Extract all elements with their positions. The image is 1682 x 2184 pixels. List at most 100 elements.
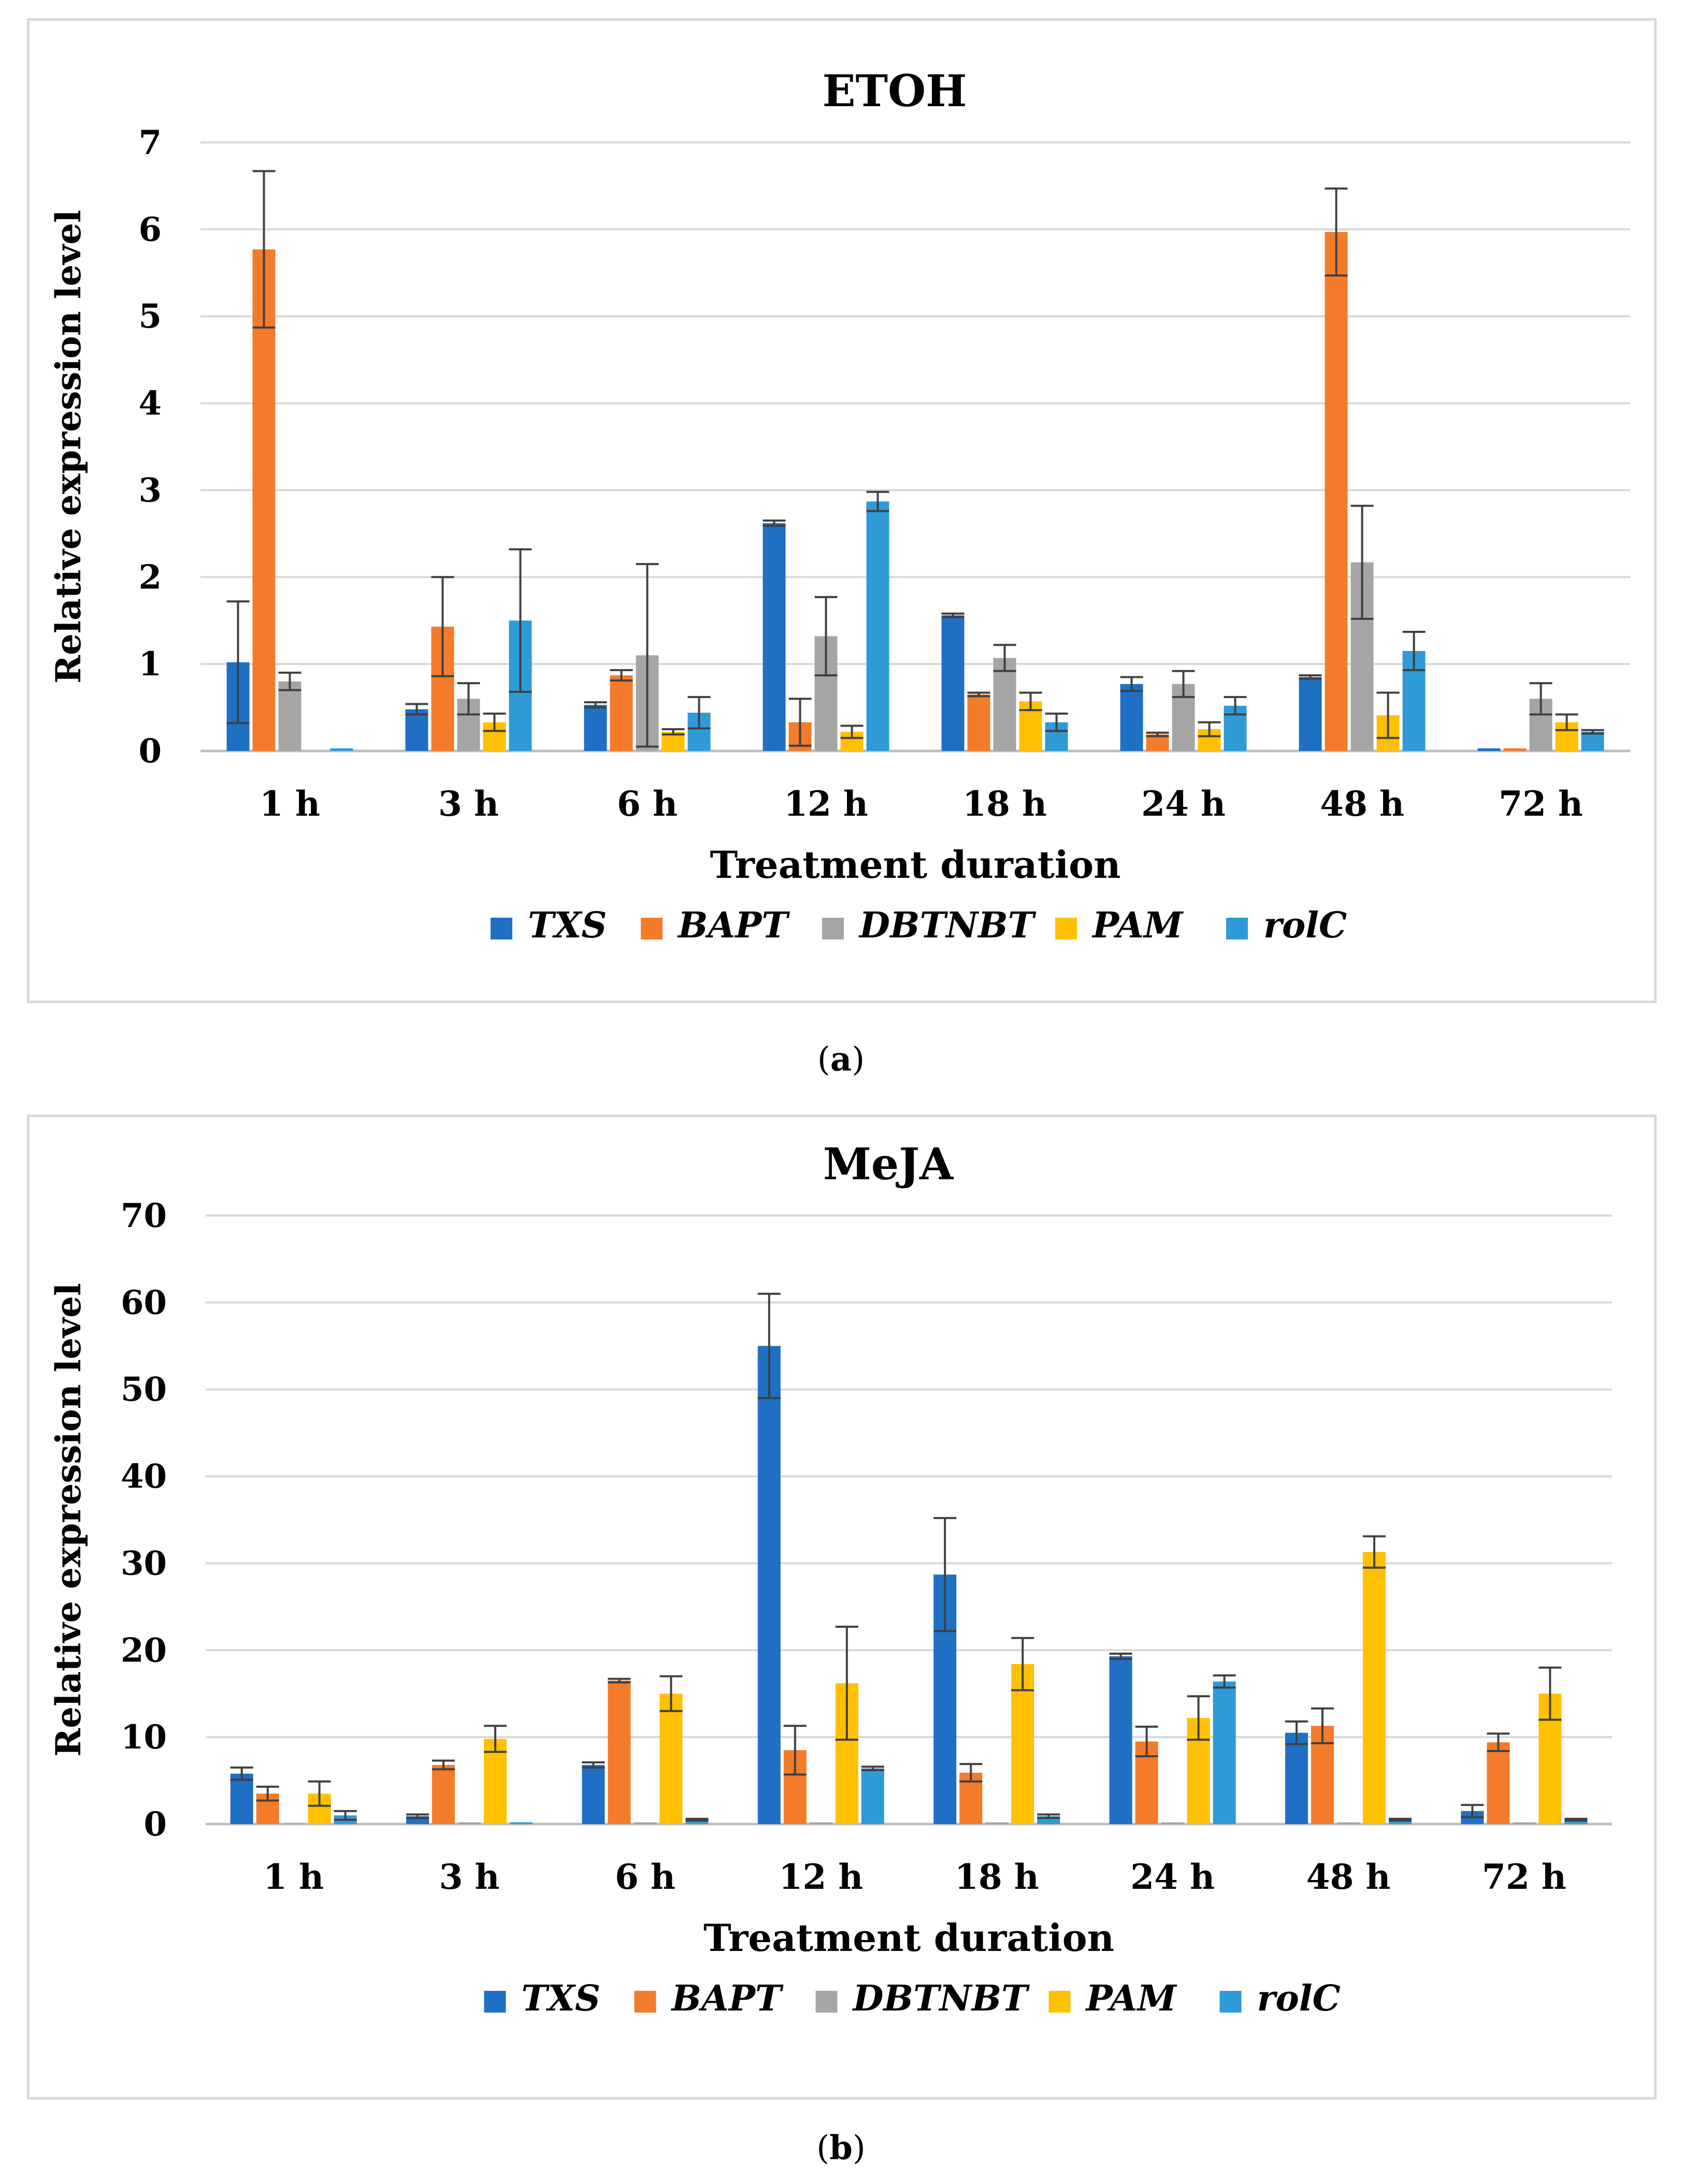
etoh-error-bar-dbtnbt (278, 671, 301, 691)
meja-error-bar-bapt (256, 1785, 279, 1802)
legend-label: BAPT (671, 1978, 784, 2019)
etoh-y-tick-label: 6 (138, 210, 162, 249)
etoh-legend-item-dbtnbt: DBTNBT (822, 905, 1037, 946)
meja-bar-rolc (861, 1768, 884, 1824)
etoh-error-bar-rolc (509, 548, 532, 693)
meja-bar-dbtnbt (1161, 1822, 1184, 1824)
meja-error-bar-rolc (334, 1810, 357, 1821)
meja-y-tick-label: 20 (121, 1631, 167, 1670)
etoh-bar-bapt (252, 249, 276, 751)
etoh-error-bar-pam (1019, 691, 1042, 712)
panel-label-b: b (829, 2129, 853, 2167)
meja-bar-txs (582, 1764, 605, 1824)
etoh-x-tick-label: 12 h (784, 784, 868, 824)
meja-error-bar-bapt (1135, 1726, 1158, 1758)
etoh-x-tick-label: 3 h (438, 784, 499, 824)
meja-error-bar-rolc (1564, 1817, 1588, 1822)
etoh-bar-dbtnbt (278, 681, 301, 751)
etoh-error-bar-rolc (1224, 696, 1247, 716)
meja-legend-item-dbtnbt: DBTNBT (815, 1978, 1030, 2019)
meja-y-tick-label: 0 (143, 1805, 167, 1844)
etoh-error-bar-bapt (1146, 731, 1169, 737)
chart-panel-etoh: ETOH 0 1 2 3 4 5 6 7 Relative expression level 1 h… (27, 18, 1657, 1003)
legend-label: rolC (1263, 905, 1347, 946)
meja-error-bar-pam (1011, 1637, 1034, 1691)
meja-error-bar-pam (308, 1780, 331, 1807)
etoh-error-bar-rolc (1581, 729, 1604, 735)
meja-x-axis-title: Treatment duration (703, 1916, 1114, 1960)
meja-legend-item-txs: TXS (484, 1978, 600, 2019)
meja-error-bar-pam (835, 1625, 858, 1741)
etoh-x-tick-label: 24 h (1141, 784, 1226, 824)
meja-x-tick-label: 24 h (1130, 1857, 1215, 1897)
etoh-error-bar-pam (840, 725, 864, 739)
etoh-error-bar-bapt (610, 669, 633, 682)
meja-y-tick-label: 30 (121, 1544, 167, 1583)
meja-x-tick-label: 12 h (779, 1857, 863, 1897)
meja-y-tick-label: 10 (121, 1718, 167, 1757)
meja-x-tick-label: 6 h (615, 1857, 675, 1897)
meja-x-tick-label: 1 h (263, 1857, 324, 1897)
etoh-error-bar-rolc (866, 490, 889, 512)
legend-label: DBTNBT (852, 1978, 1030, 2019)
meja-error-bar-txs (582, 1761, 605, 1769)
meja-y-tick-label: 70 (121, 1196, 167, 1235)
meja-error-bar-rolc (1213, 1674, 1236, 1689)
legend-label: BAPT (677, 905, 790, 946)
meja-bar-dbtnbt (1513, 1822, 1536, 1824)
etoh-x-tick-label: 48 h (1320, 784, 1404, 824)
etoh-error-bar-txs (226, 600, 250, 725)
meja-error-bar-pam (484, 1725, 507, 1753)
meja-bar-dbtnbt (282, 1823, 305, 1824)
meja-error-bar-rolc (1037, 1813, 1060, 1819)
meja-bar-rolc (1388, 1819, 1412, 1824)
panel-label-a: a (830, 1040, 852, 1079)
legend-swatch (491, 918, 512, 939)
legend-swatch (822, 918, 844, 939)
meja-x-tick-label: 18 h (955, 1857, 1039, 1897)
meja-bar-txs (230, 1773, 253, 1824)
meja-bar-rolc (1213, 1681, 1236, 1824)
etoh-error-bar-txs (1120, 676, 1143, 692)
etoh-error-bar-dbtnbt (636, 563, 659, 748)
etoh-error-bar-rolc (1402, 631, 1426, 671)
etoh-error-bar-bapt (788, 698, 812, 747)
etoh-bar-rolc (866, 501, 889, 751)
meja-error-bar-bapt (1311, 1707, 1334, 1744)
etoh-legend-item-bapt: BAPT (641, 905, 790, 946)
etoh-error-bar-txs (405, 703, 428, 716)
etoh-error-bar-dbtnbt (814, 596, 838, 676)
etoh-error-bar-txs (941, 612, 965, 618)
meja-error-bar-bapt (1487, 1732, 1510, 1752)
etoh-error-bar-pam (1376, 691, 1400, 739)
meja-error-bar-txs (1109, 1653, 1132, 1660)
meja-error-bar-txs (406, 1813, 429, 1819)
etoh-y-tick-label: 3 (138, 471, 162, 510)
etoh-bar-rolc (1581, 732, 1604, 751)
meja-bar-dbtnbt (458, 1822, 481, 1824)
legend-swatch (484, 1991, 506, 2013)
meja-error-bar-txs (1461, 1804, 1484, 1818)
etoh-error-bar-txs (1299, 674, 1322, 680)
etoh-bar-txs (763, 523, 786, 751)
meja-bar-pam (484, 1739, 507, 1824)
meja-error-bar-pam (1539, 1666, 1562, 1721)
etoh-x-tick-label: 72 h (1499, 784, 1583, 824)
meja-error-bar-txs (757, 1293, 781, 1399)
etoh-legend-item-rolc: rolC (1226, 905, 1347, 946)
etoh-bar-bapt (967, 694, 990, 751)
legend-swatch (1219, 1991, 1242, 2013)
meja-bar-dbtnbt (634, 1822, 657, 1824)
meja-error-bar-txs (933, 1517, 957, 1632)
meja-error-bar-txs (230, 1766, 253, 1781)
meja-error-bar-bapt (959, 1763, 983, 1783)
chart-etoh: ETOH 0 1 2 3 4 5 6 7 Relative expression level 1 h… (48, 65, 1630, 946)
legend-swatch (641, 918, 663, 939)
etoh-legend-item-txs: TXS (491, 905, 607, 946)
etoh-y-axis-title: Relative expression level (48, 210, 89, 684)
chart-meja: MeJA 0 10 20 30 40 50 60 70 Relative expression l… (48, 1138, 1612, 2019)
meja-y-tick-label: 50 (121, 1370, 167, 1409)
meja-error-bar-rolc (861, 1766, 884, 1771)
meja-bar-pam (659, 1694, 683, 1824)
meja-x-tick-label: 48 h (1306, 1857, 1391, 1897)
